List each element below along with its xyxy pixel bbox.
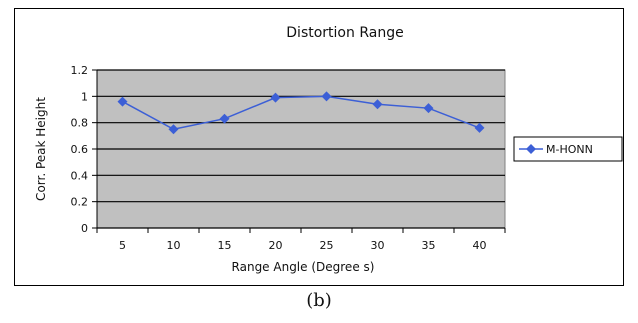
y-axis-title: Corr. Peak Height bbox=[34, 97, 48, 201]
data-point bbox=[270, 92, 281, 103]
y-tick-label: 1 bbox=[81, 90, 88, 103]
chart-frame: Distortion Range 0 0.2 0.4 0.6 0.8 1 1.2 5 10 15… bbox=[14, 8, 624, 286]
chart-title: Distortion Range bbox=[286, 25, 403, 41]
data-point bbox=[423, 103, 434, 114]
x-tick-label: 5 bbox=[119, 239, 126, 252]
y-tick-label: 0.6 bbox=[71, 143, 89, 156]
y-tick-label: 0.2 bbox=[71, 196, 89, 209]
line-chart: Distortion Range 0 0.2 0.4 0.6 0.8 1 1.2 5 10 15… bbox=[34, 25, 623, 274]
x-tick-label: 25 bbox=[320, 239, 334, 252]
data-point bbox=[372, 99, 383, 110]
x-tick-label: 20 bbox=[269, 239, 283, 252]
x-tick-label: 40 bbox=[473, 239, 487, 252]
y-tick-label: 0.4 bbox=[71, 169, 89, 182]
figure-caption: (b) bbox=[306, 290, 332, 311]
data-point bbox=[474, 122, 485, 133]
x-tick-label: 30 bbox=[371, 239, 385, 252]
y-tick-label: 1.2 bbox=[71, 64, 89, 77]
data-point bbox=[219, 113, 230, 124]
y-tick-label: 0.8 bbox=[71, 117, 89, 130]
legend-label: M-HONN bbox=[546, 143, 593, 156]
data-point bbox=[117, 96, 128, 107]
y-tick-label: 0 bbox=[81, 222, 88, 235]
legend: M-HONN bbox=[513, 136, 623, 162]
series-line bbox=[122, 95, 480, 131]
x-tick-label: 10 bbox=[167, 239, 181, 252]
data-point bbox=[321, 91, 332, 102]
legend-marker bbox=[526, 144, 536, 154]
x-axis-title: Range Angle (Degree s) bbox=[232, 260, 375, 274]
data-point bbox=[168, 124, 179, 135]
x-tick-label: 35 bbox=[422, 239, 436, 252]
x-tick-label: 15 bbox=[218, 239, 232, 252]
